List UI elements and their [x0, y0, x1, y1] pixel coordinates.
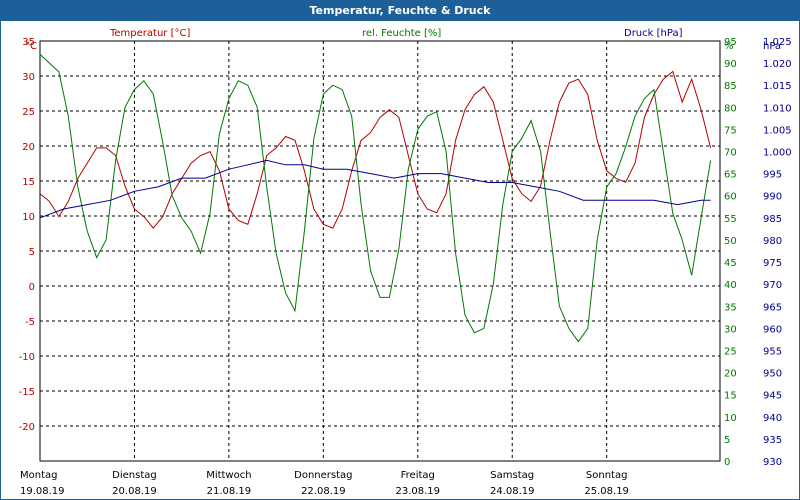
pressure-axis: 1.025 1.020 1.015 1.010 1.005 1.000 995 990 985 9… — [763, 37, 792, 468]
pressure-tick-label: 1.020 — [763, 59, 792, 70]
day-date-label: 21.08.19 — [207, 486, 252, 497]
temperature-line — [39, 70, 712, 229]
temperature-tick-label: 35 — [22, 37, 35, 48]
pressure-tick-label: 930 — [763, 457, 782, 468]
temperature-tick-label: 20 — [22, 142, 35, 153]
pressure-tick-label: 935 — [763, 435, 782, 446]
pressure-unit: hPa — [763, 41, 781, 52]
grid — [40, 41, 720, 461]
day-name-label: Sonntag — [586, 470, 628, 481]
pressure-tick-label: 955 — [763, 346, 782, 357]
humidity-tick-label: 85 — [724, 81, 737, 92]
pressure-tick-label: 940 — [763, 413, 782, 424]
pressure-tick-label: 980 — [763, 236, 782, 247]
pressure-tick-label: 1.005 — [763, 125, 792, 136]
pressure-tick-label: 950 — [763, 369, 782, 380]
pressure-tick-label: 985 — [763, 214, 782, 225]
humidity-tick-label: 50 — [724, 236, 737, 247]
humidity-unit: % — [724, 41, 734, 52]
pressure-axis-label: Druck [hPa] — [624, 28, 683, 39]
pressure-tick-label: 1.015 — [763, 81, 792, 92]
day-name-label: Freitag — [401, 470, 435, 481]
pressure-tick-label: 1.010 — [763, 103, 792, 114]
humidity-tick-label: 0 — [724, 457, 730, 468]
x-axis: Montag 19.08.19 Dienstag 20.08.19 Mittwoch 21… — [20, 470, 629, 497]
day-name-label: Samstag — [490, 470, 534, 481]
day-name-label: Mittwoch — [206, 470, 251, 481]
humidity-tick-label: 25 — [724, 346, 737, 357]
pressure-tick-label: 970 — [763, 280, 782, 291]
humidity-tick-label: 55 — [724, 214, 737, 225]
humidity-tick-label: 45 — [724, 258, 737, 269]
temperature-tick-label: 25 — [22, 107, 35, 118]
temperature-axis: 35 30 25 20 15 10 5 0 -5 -10 -15 -20 — [19, 37, 35, 433]
day-date-label: 25.08.19 — [584, 486, 629, 497]
day-name-label: Dienstag — [112, 470, 157, 481]
humidity-tick-label: 95 — [724, 37, 737, 48]
temperature-tick-label: 0 — [29, 282, 35, 293]
pressure-tick-label: 945 — [763, 391, 782, 402]
temperature-tick-label: 30 — [22, 72, 35, 83]
day-name-label: Donnerstag — [294, 470, 352, 481]
humidity-tick-label: 90 — [724, 59, 737, 70]
pressure-tick-label: 1.000 — [763, 148, 792, 159]
temperature-tick-label: 5 — [29, 247, 35, 258]
pressure-tick-label: 965 — [763, 302, 782, 313]
temperature-tick-label: 10 — [22, 212, 35, 223]
day-date-label: 22.08.19 — [301, 486, 346, 497]
temperature-axis-label: Temperatur [°C] — [109, 28, 190, 39]
humidity-tick-label: 10 — [724, 413, 737, 424]
temperature-tick-label: -15 — [19, 387, 35, 398]
pressure-tick-label: 990 — [763, 192, 782, 203]
day-date-label: 20.08.19 — [112, 486, 157, 497]
humidity-tick-label: 35 — [724, 302, 737, 313]
humidity-tick-label: 15 — [724, 391, 737, 402]
humidity-tick-label: 70 — [724, 148, 737, 159]
series-group — [39, 53, 712, 343]
day-name-label: Montag — [20, 470, 57, 481]
humidity-tick-label: 30 — [724, 324, 737, 335]
humidity-axis-label: rel. Feuchte [%] — [362, 28, 441, 39]
humidity-tick-label: 5 — [724, 435, 730, 446]
pressure-tick-label: 995 — [763, 170, 782, 181]
humidity-tick-label: 20 — [724, 369, 737, 380]
day-date-label: 24.08.19 — [490, 486, 535, 497]
humidity-tick-label: 80 — [724, 103, 737, 114]
temperature-tick-label: -20 — [19, 422, 35, 433]
day-date-label: 23.08.19 — [396, 486, 441, 497]
pressure-line — [39, 159, 711, 219]
temperature-tick-label: 15 — [22, 177, 35, 188]
temperature-tick-label: -10 — [19, 352, 35, 363]
pressure-tick-label: 975 — [763, 258, 782, 269]
humidity-tick-label: 40 — [724, 280, 737, 291]
pressure-tick-label: 960 — [763, 324, 782, 335]
humidity-tick-label: 65 — [724, 170, 737, 181]
temperature-tick-label: -5 — [25, 317, 35, 328]
pressure-tick-label: 1.025 — [763, 37, 792, 48]
humidity-tick-label: 60 — [724, 192, 737, 203]
humidity-tick-label: 75 — [724, 125, 737, 136]
window-title: Temperatur, Feuchte & Druck — [1, 1, 799, 21]
humidity-line — [39, 53, 712, 343]
day-date-label: 19.08.19 — [20, 486, 65, 497]
temperature-unit: °C — [25, 41, 37, 52]
